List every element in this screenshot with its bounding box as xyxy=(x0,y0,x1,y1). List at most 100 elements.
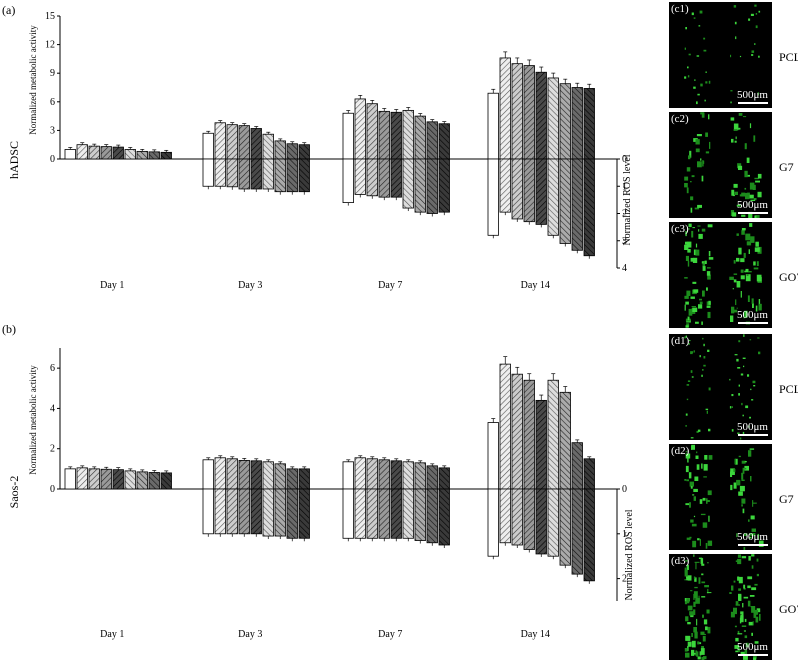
metabolic-bar xyxy=(88,468,100,490)
ros-bar xyxy=(426,488,438,544)
scale-bar xyxy=(738,212,768,214)
y-tick-label: 6 xyxy=(50,97,55,108)
metabolic-bar xyxy=(342,461,354,490)
metabolic-bar xyxy=(64,468,76,490)
metabolic-bar xyxy=(342,112,354,160)
y2-tick-label: 1 xyxy=(622,181,627,192)
fluorescence-image xyxy=(684,444,764,550)
ros-bar xyxy=(414,158,426,213)
metabolic-bar xyxy=(262,133,274,160)
scale-bar-label: 500μm xyxy=(737,641,768,653)
micrograph-condition: PCL xyxy=(779,50,798,64)
y2-axis-label-a: Normalized ROS level xyxy=(622,154,633,245)
category-label: Day 14 xyxy=(521,280,550,291)
ros-bar xyxy=(202,488,214,535)
category-label: Day 7 xyxy=(378,280,402,291)
ros-bar xyxy=(238,488,250,535)
ros-bar xyxy=(402,158,414,209)
panel-label-b: (b) xyxy=(2,322,16,336)
micrograph-label: (d1) xyxy=(671,335,690,347)
ros-bar xyxy=(487,158,499,236)
ros-bar xyxy=(262,488,274,537)
ros-bar xyxy=(535,158,547,225)
ros-bar xyxy=(250,158,262,190)
y2-tick-label: 0 xyxy=(622,154,627,165)
scale-bar xyxy=(738,434,768,436)
scale-bar-label: 500μm xyxy=(737,199,768,211)
metabolic-bar xyxy=(238,459,250,490)
metabolic-bar xyxy=(535,399,547,490)
micrograph: (d1) 500μm xyxy=(669,334,772,440)
metabolic-bar xyxy=(402,461,414,490)
metabolic-bar xyxy=(571,442,583,490)
metabolic-bar xyxy=(511,63,523,160)
metabolic-bar xyxy=(100,468,112,490)
metabolic-bar xyxy=(559,83,571,160)
ros-bar xyxy=(547,488,559,557)
ros-bar xyxy=(547,158,559,236)
ros-bar xyxy=(523,488,535,550)
micrograph-condition: GO7 xyxy=(779,602,798,616)
metabolic-bar xyxy=(535,71,547,160)
scale-bar-label: 500μm xyxy=(737,89,768,101)
metabolic-bar xyxy=(298,144,310,160)
micrograph-label: (c3) xyxy=(671,223,689,235)
y-tick-label: 4 xyxy=(50,403,55,414)
ros-bar xyxy=(571,158,583,251)
metabolic-bar xyxy=(250,128,262,160)
ros-bar xyxy=(366,488,378,539)
metabolic-bar xyxy=(426,465,438,490)
ros-bar xyxy=(274,488,286,537)
micrograph: (c1) 500μm xyxy=(669,2,772,108)
metabolic-bar xyxy=(160,151,172,160)
metabolic-bar xyxy=(366,103,378,160)
ros-bar xyxy=(559,488,571,566)
ros-bar xyxy=(438,158,450,213)
metabolic-bar xyxy=(76,144,88,160)
scale-bar-label: 500μm xyxy=(737,309,768,321)
ros-bar xyxy=(202,158,214,187)
category-label: Day 3 xyxy=(238,629,262,640)
ros-bar xyxy=(499,488,511,544)
metabolic-bar xyxy=(438,123,450,160)
metabolic-bar xyxy=(202,132,214,160)
ros-bar xyxy=(342,488,354,539)
metabolic-bar xyxy=(390,460,402,490)
metabolic-bar xyxy=(414,462,426,490)
y-axis-label-b: Normalized metabolic activity xyxy=(28,365,38,475)
ros-bar xyxy=(298,488,310,539)
ros-bar xyxy=(250,488,262,535)
scale-bar xyxy=(738,654,768,656)
metabolic-bar xyxy=(136,150,148,160)
metabolic-bar xyxy=(262,461,274,490)
ros-bar xyxy=(523,158,535,223)
y-tick-label: 3 xyxy=(50,125,55,136)
ros-bar xyxy=(559,158,571,244)
scale-bar xyxy=(738,102,768,104)
ros-bar xyxy=(535,488,547,555)
metabolic-bar xyxy=(136,471,148,490)
fluorescence-image xyxy=(684,554,761,660)
ros-bar xyxy=(390,488,402,539)
fluorescence-image xyxy=(684,334,761,440)
ros-bar xyxy=(378,158,390,198)
metabolic-bar xyxy=(487,422,499,490)
metabolic-bar xyxy=(378,459,390,490)
y2-tick-label: 2 xyxy=(622,574,627,585)
metabolic-bar xyxy=(214,122,226,160)
y2-tick-label: 1 xyxy=(622,529,627,540)
metabolic-bar xyxy=(160,472,172,490)
micrograph: (c3) 500μm xyxy=(669,222,772,328)
micrograph-condition: GO7 xyxy=(779,270,798,284)
metabolic-bar xyxy=(148,151,160,160)
ros-bar xyxy=(226,158,238,188)
micrograph-label: (c2) xyxy=(671,113,689,125)
metabolic-bar xyxy=(202,459,214,490)
micrograph: (d2) 500μm xyxy=(669,444,772,550)
fluorescence-image xyxy=(684,223,762,328)
micrograph-condition: PCL xyxy=(779,382,798,396)
metabolic-bar xyxy=(583,88,595,160)
metabolic-bar xyxy=(100,146,112,160)
metabolic-bar xyxy=(112,146,124,160)
